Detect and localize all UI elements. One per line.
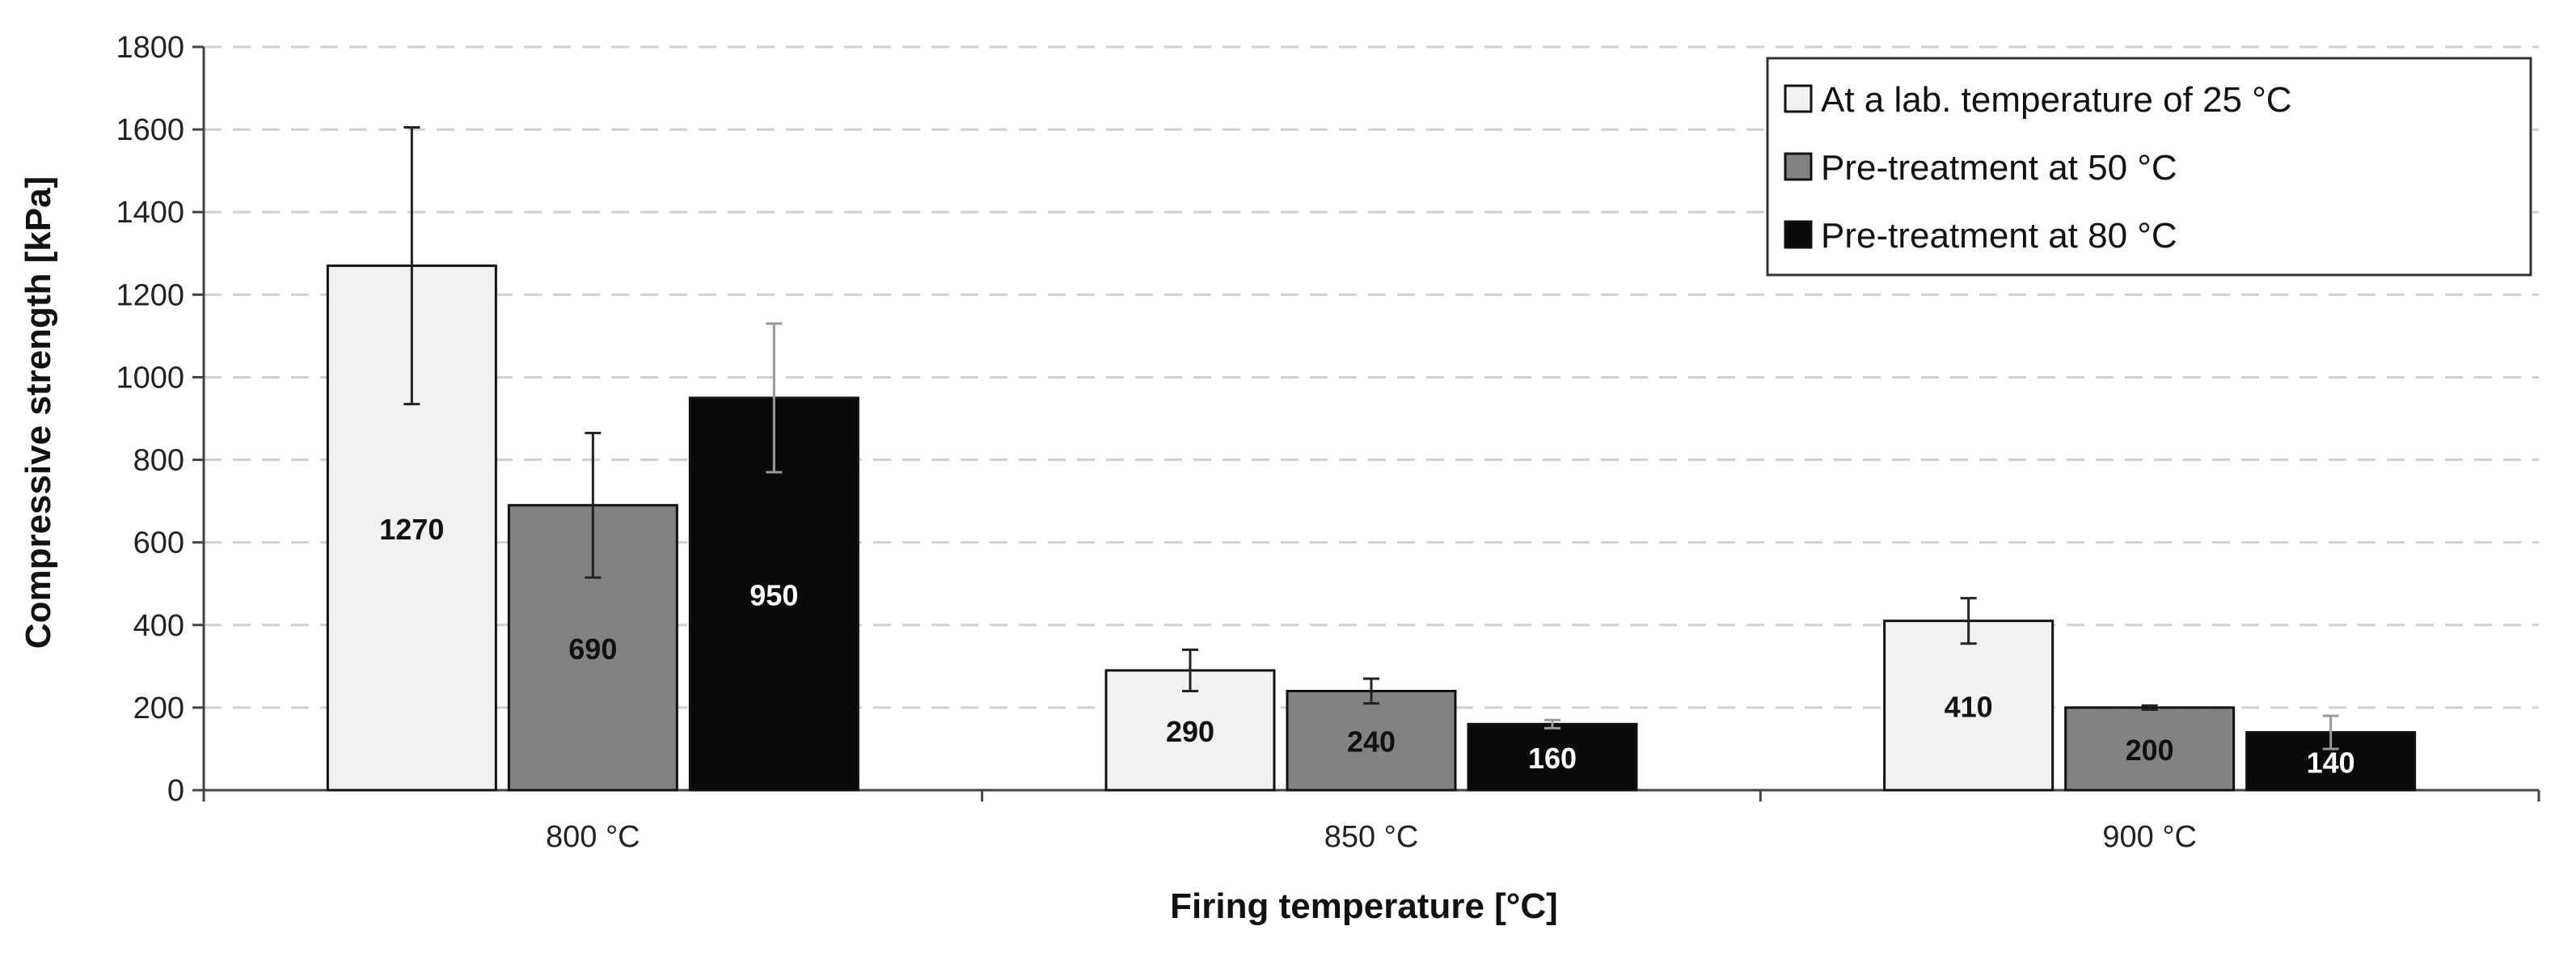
- bar: [1467, 722, 1638, 792]
- y-tick-label: 1200: [116, 278, 184, 312]
- y-tick-label: 400: [133, 609, 184, 643]
- x-axis-title: Firing temperature [°C]: [1170, 886, 1558, 926]
- bar: [2245, 731, 2417, 792]
- legend-swatch: [1784, 152, 1813, 181]
- legend: At a lab. temperature of 25 °C Pre-treatm…: [1766, 57, 2532, 277]
- y-tick-label: 600: [133, 527, 184, 560]
- x-axis: 800 °C 850 °C 900 °C: [202, 789, 2540, 854]
- data-label: 690: [568, 632, 617, 666]
- legend-swatch: [1784, 84, 1813, 113]
- x-tick-label: 800 °C: [546, 820, 640, 854]
- legend-swatch: [1784, 220, 1813, 249]
- data-label: 160: [1528, 742, 1577, 775]
- data-labels: 1270 690 950 290 240 160 410 200 140: [379, 513, 2354, 780]
- data-label: 240: [1347, 725, 1396, 759]
- data-label: 290: [1166, 715, 1214, 748]
- legend-entry: Pre-treatment at 80 °C: [1821, 216, 2177, 256]
- bar: [1286, 689, 1457, 792]
- legend-entry: Pre-treatment at 50 °C: [1821, 148, 2177, 188]
- data-label: 1270: [379, 513, 444, 546]
- legend-box: [1766, 57, 2532, 277]
- y-tick-label: 1600: [116, 113, 184, 147]
- data-label: 140: [2307, 746, 2355, 780]
- y-tick-label: 1800: [116, 31, 184, 65]
- y-axis-title: Compressive strength [kPa]: [19, 176, 58, 649]
- y-axis: 0 200 400 600 800 1000 1200 1400 1600 1800: [116, 31, 205, 808]
- y-tick-label: 0: [167, 774, 184, 808]
- y-tick-label: 1000: [116, 361, 184, 395]
- y-tick-label: 1400: [116, 196, 184, 230]
- error-bars: [403, 126, 2339, 751]
- data-label: 950: [750, 578, 798, 611]
- data-label: 200: [2126, 734, 2174, 767]
- bar: [1883, 620, 2054, 792]
- data-label: 410: [1945, 690, 1993, 723]
- x-tick-label: 850 °C: [1324, 820, 1419, 854]
- legend-entry: At a lab. temperature of 25 °C: [1821, 80, 2292, 120]
- bars: [326, 264, 2417, 792]
- y-tick-label: 800: [133, 444, 184, 478]
- y-tick-label: 200: [133, 691, 184, 725]
- x-tick-label: 900 °C: [2102, 820, 2197, 854]
